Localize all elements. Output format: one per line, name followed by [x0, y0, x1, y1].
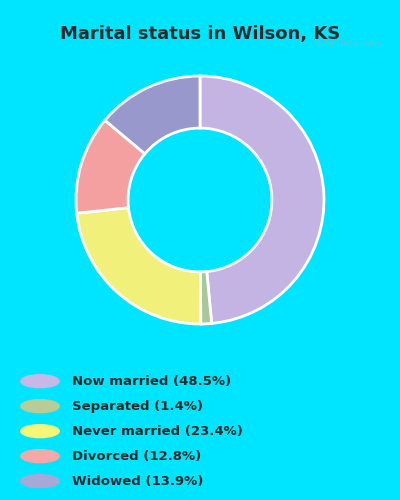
Circle shape: [21, 474, 59, 488]
Text: Now married (48.5%): Now married (48.5%): [72, 374, 231, 388]
Text: Never married (23.4%): Never married (23.4%): [72, 424, 243, 438]
Circle shape: [21, 424, 59, 438]
Circle shape: [21, 450, 59, 462]
Text: Separated (1.4%): Separated (1.4%): [72, 400, 203, 412]
Text: Marital status in Wilson, KS: Marital status in Wilson, KS: [60, 26, 340, 44]
Wedge shape: [105, 76, 200, 154]
Wedge shape: [76, 120, 145, 213]
Circle shape: [21, 400, 59, 412]
Text: Widowed (13.9%): Widowed (13.9%): [72, 474, 203, 488]
Wedge shape: [77, 208, 201, 324]
Text: City-Data.com: City-Data.com: [316, 40, 380, 48]
Wedge shape: [200, 272, 212, 324]
Text: Divorced (12.8%): Divorced (12.8%): [72, 450, 201, 462]
Circle shape: [21, 374, 59, 388]
Wedge shape: [200, 76, 324, 324]
